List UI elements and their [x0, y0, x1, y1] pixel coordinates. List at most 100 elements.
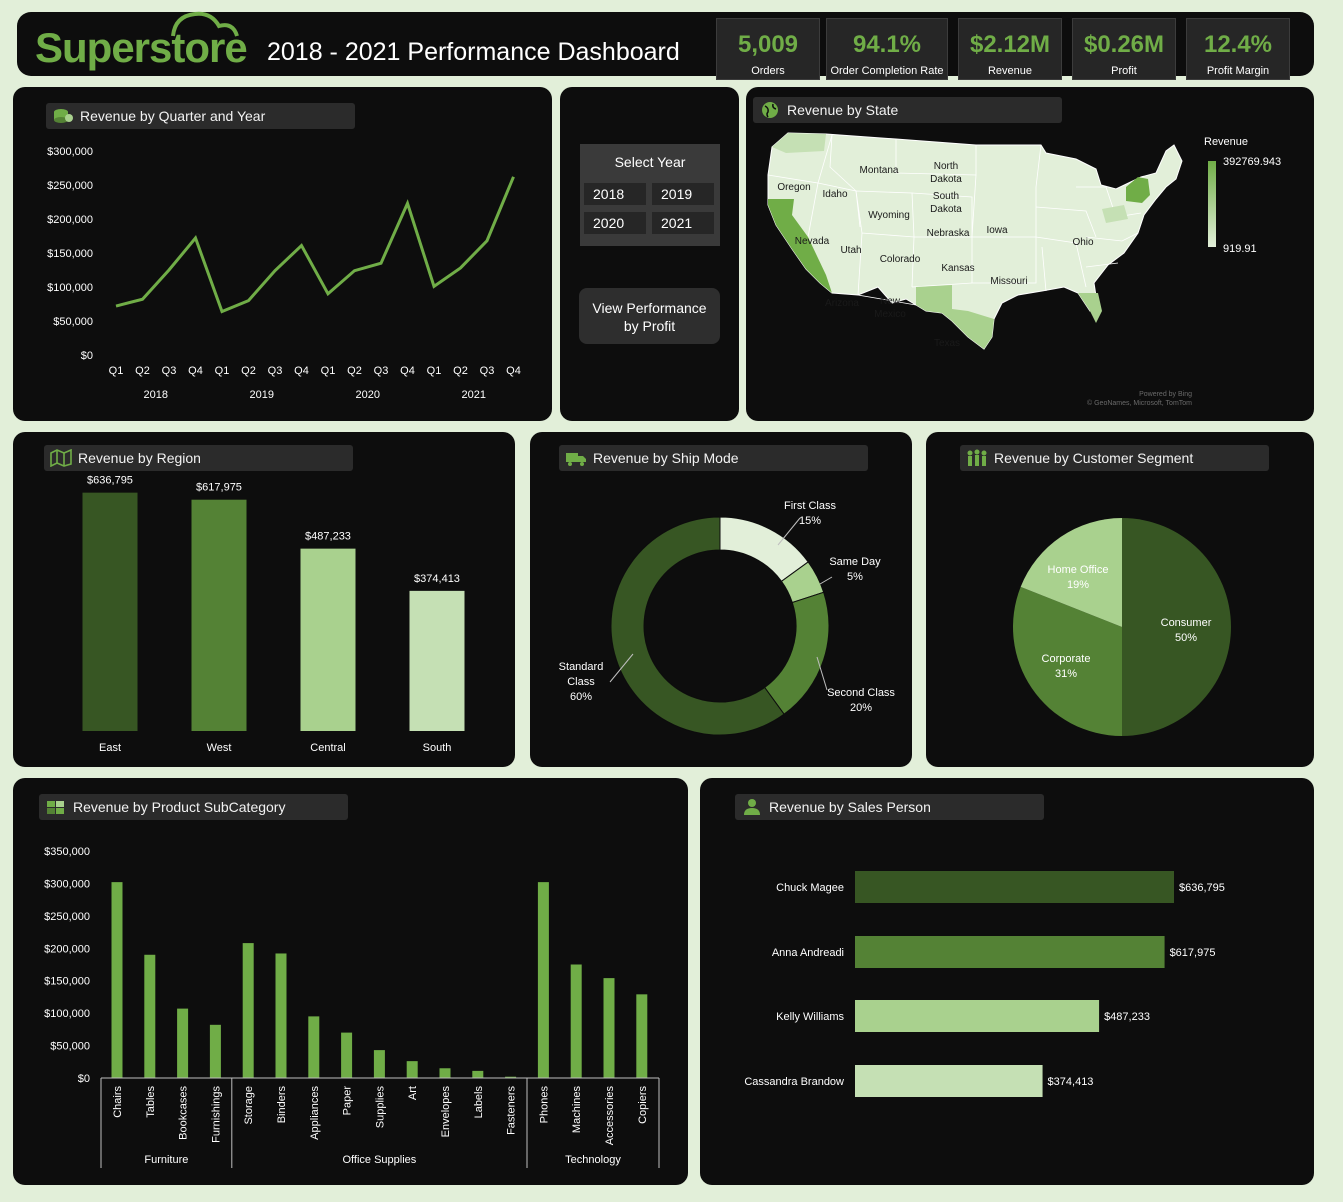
map-state-label: Idaho	[822, 189, 847, 200]
subcategory-label: Storage	[243, 1086, 255, 1125]
map-state-label: Wyoming	[868, 210, 910, 221]
kpi-revenue: $2.12M Revenue	[958, 18, 1062, 80]
subcategory-bar	[144, 954, 156, 1078]
y-tick-label: $250,000	[44, 911, 90, 923]
subcategory-bar	[537, 882, 549, 1078]
kpi-label: Profit Margin	[1206, 65, 1270, 77]
region-bar	[300, 548, 356, 731]
y-tick-label: $150,000	[44, 976, 90, 988]
subcategory-label: Accessories	[604, 1086, 616, 1146]
shipmode-panel: Revenue by Ship Mode First Class 15% Same …	[530, 432, 912, 767]
region-data-label: $636,795	[87, 475, 133, 487]
region-panel: Revenue by Region $636,795 East $617,975 We…	[13, 432, 515, 767]
view-profit-button[interactable]: View Performance by Profit	[579, 288, 720, 344]
segment-slice	[1122, 518, 1231, 736]
panel-title: Revenue by Customer Segment	[960, 445, 1269, 471]
segment-slice	[1013, 586, 1122, 736]
map-state-label: North Dakota	[930, 161, 962, 185]
kpi-orders: 5,009 Orders	[716, 18, 820, 80]
cloud-logo-icon	[171, 11, 239, 37]
subcategory-label: Art	[407, 1086, 419, 1100]
year-2021-button[interactable]: 2021	[651, 211, 715, 235]
year-slicer: Select Year 2018 2019 2020 2021	[580, 144, 720, 246]
panel-title-text: Revenue by State	[787, 102, 899, 118]
year-2019-button[interactable]: 2019	[651, 182, 715, 206]
slicer-panel: Select Year 2018 2019 2020 2021 View Per…	[560, 87, 739, 421]
salesperson-bar	[855, 1065, 1043, 1097]
region-data-label: $487,233	[305, 531, 351, 543]
puzzle-icon	[47, 801, 64, 814]
salesperson-data-label: $374,413	[1048, 1076, 1094, 1088]
coins-icon	[54, 109, 73, 123]
region-category-label: West	[207, 742, 232, 754]
subcategory-label: Paper	[342, 1086, 354, 1116]
subcategory-label: Tables	[145, 1086, 157, 1118]
quarter-panel: Revenue by Quarter and Year $0 $50,000 $10…	[13, 87, 552, 421]
subcategory-label: Fasteners	[506, 1086, 518, 1135]
x-tick-label: Q2	[135, 365, 150, 377]
superstore-logo: Superstore	[33, 8, 248, 78]
kpi-label: Order Completion Rate	[830, 65, 944, 77]
subcategory-bar	[242, 943, 254, 1078]
salesperson-name: Chuck Magee	[776, 882, 844, 894]
shipmode-data-label: Second Class 20%	[827, 687, 895, 714]
shipmode-donut-chart: First Class 15% Same Day 5% Second Class 20% S…	[559, 500, 895, 736]
panel-title-text: Revenue by Region	[78, 450, 201, 466]
y-tick-label: $200,000	[47, 214, 93, 226]
map-fold-icon	[50, 449, 72, 467]
region-bar	[409, 590, 465, 731]
kpi-label: Orders	[751, 65, 785, 77]
map-state-label: New Mexico	[874, 296, 906, 320]
category-group-label: Office Supplies	[343, 1154, 417, 1166]
panel-title-text: Revenue by Product SubCategory	[73, 799, 286, 815]
x-tick-label: Q1	[215, 365, 230, 377]
x-tick-label: Q2	[453, 365, 468, 377]
view-profit-line2: by Profit	[623, 318, 676, 334]
kpi-value: 12.4%	[1203, 31, 1273, 58]
subcategory-bar	[177, 1008, 189, 1078]
subcategory-bar	[636, 994, 648, 1078]
person-icon	[744, 799, 760, 815]
subcategory-label: Labels	[473, 1086, 485, 1119]
year-2018-button[interactable]: 2018	[583, 182, 647, 206]
category-group-label: Furniture	[144, 1154, 188, 1166]
subcategory-panel: Revenue by Product SubCategory $0 $50,000…	[13, 778, 688, 1185]
state-washington	[772, 133, 826, 153]
map-state-label: Colorado	[880, 254, 921, 265]
panel-title-text: Revenue by Quarter and Year	[80, 108, 266, 124]
state-borders	[767, 134, 1142, 306]
panel-title: Revenue by Ship Mode	[559, 445, 868, 471]
map-legend-title: Revenue	[1204, 136, 1248, 148]
subcategory-bar	[111, 882, 123, 1078]
x-group-label: 2020	[356, 389, 380, 401]
view-profit-line1: View Performance	[592, 300, 707, 316]
x-tick-label: Q1	[109, 365, 124, 377]
slicer-title: Select Year	[614, 154, 686, 170]
subcategory-label: Furnishings	[210, 1086, 222, 1143]
salesperson-data-label: $487,233	[1104, 1011, 1150, 1023]
map-state-label: Nebraska	[927, 228, 970, 239]
shipmode-data-label: Standard Class 60%	[559, 661, 604, 703]
subcategory-bar	[275, 953, 287, 1078]
kpi-label: Revenue	[987, 65, 1033, 77]
map-state-label: Iowa	[986, 225, 1008, 236]
leader-line	[609, 653, 634, 683]
x-tick-label: Q1	[321, 365, 336, 377]
y-tick-label: $100,000	[44, 1008, 90, 1020]
x-group-label: 2019	[250, 389, 274, 401]
region-bar	[82, 492, 138, 731]
y-tick-label: $50,000	[53, 316, 93, 328]
kpi-label: Profit	[1111, 65, 1137, 77]
subcategory-label: Binders	[276, 1086, 288, 1124]
salesperson-data-label: $636,795	[1179, 882, 1225, 894]
salesperson-panel: Revenue by Sales Person Chuck Magee $636,…	[700, 778, 1314, 1185]
year-2020-button[interactable]: 2020	[583, 211, 647, 235]
map-legend-max: 392769.943	[1223, 156, 1281, 168]
state-california	[768, 199, 832, 293]
map-state-label: Utah	[840, 245, 861, 256]
panel-title: Revenue by Region	[44, 445, 353, 471]
shipmode-slice	[763, 591, 830, 715]
kpi-order-completion-rate: 94.1% Order Completion Rate	[826, 18, 948, 80]
panel-title: Revenue by Sales Person	[735, 794, 1044, 820]
shipmode-slice	[610, 516, 785, 736]
